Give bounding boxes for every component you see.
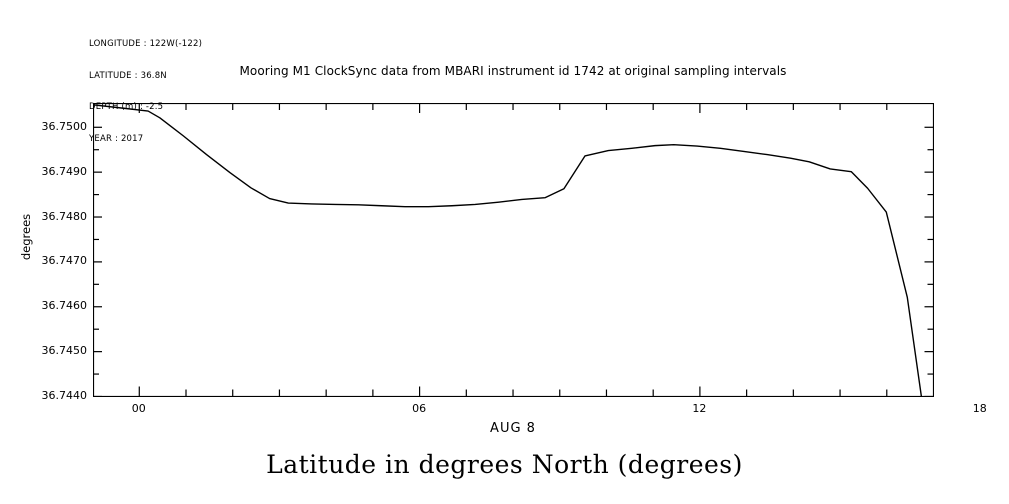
x-axis-title: AUG 8 [490, 421, 536, 436]
x-tick-label: 12 [692, 402, 707, 415]
x-tick-label: 06 [412, 402, 427, 415]
plot-area [93, 103, 934, 397]
x-tick-label: 00 [131, 402, 146, 415]
y-tick-label: 36.7480 [41, 209, 88, 223]
y-tick-label: 36.7500 [41, 119, 88, 133]
y-tick-label: 36.7450 [41, 344, 88, 358]
plot-frame [93, 103, 934, 397]
x-tick-label: 18 [972, 402, 987, 415]
chart-title: Mooring M1 ClockSync data from MBARI ins… [239, 64, 787, 78]
metadata-year: YEAR : 2017 [89, 133, 144, 144]
metadata-longitude: LONGITUDE : 122W(-122) [89, 39, 203, 49]
data-series-line [93, 104, 923, 397]
y-tick-label: 36.7440 [41, 389, 88, 402]
metadata-latitude: LATITUDE : 36.8N [89, 70, 167, 81]
metadata-depth: DEPTH (m) : -2.5 [89, 102, 164, 112]
figure-caption: Latitude in degrees North (degrees) [266, 450, 743, 479]
y-tick-label: 36.7460 [41, 299, 88, 313]
metadata-block: LONGITUDE : 122W(-122) LATITUDE : 36.8N … [89, 18, 202, 165]
chart-svg [93, 103, 934, 397]
y-tick-label: 36.7490 [41, 164, 88, 178]
y-tick-label: 36.7470 [41, 254, 88, 268]
